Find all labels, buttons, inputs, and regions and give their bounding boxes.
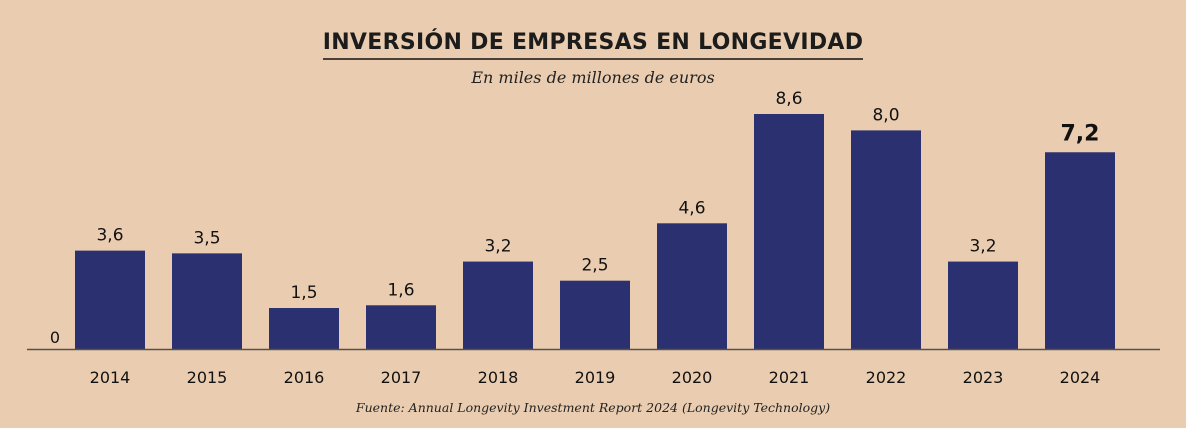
- baseline-zero-label: 0: [50, 328, 60, 347]
- x-tick-labels-group: 2014 2015 2016 2017 2018 2019 2020 2021 2022 2023…: [90, 368, 1101, 387]
- x-tick-label-2020: 2020: [672, 368, 713, 387]
- value-label-2021: 8,6: [775, 89, 802, 109]
- x-tick-label-2014: 2014: [90, 368, 131, 387]
- bar-2016: [269, 308, 339, 349]
- bars-group: [75, 114, 1115, 349]
- bar-2023: [948, 261, 1018, 349]
- bar-2019: [560, 280, 630, 349]
- value-label-2016: 1,5: [290, 283, 317, 303]
- x-tick-label-2023: 2023: [963, 368, 1004, 387]
- x-tick-label-2016: 2016: [284, 368, 325, 387]
- bar-2024: [1045, 152, 1115, 349]
- x-tick-label-2018: 2018: [478, 368, 519, 387]
- bar-2018: [463, 261, 533, 349]
- bar-2014: [75, 250, 145, 349]
- bar-2020: [657, 223, 727, 349]
- x-tick-label-2019: 2019: [575, 368, 616, 387]
- source-note: Fuente: Annual Longevity Investment Repo…: [355, 400, 831, 415]
- x-tick-label-2015: 2015: [187, 368, 228, 387]
- value-label-2024: 7,2: [1061, 121, 1100, 146]
- x-tick-label-2017: 2017: [381, 368, 422, 387]
- value-label-2023: 3,2: [969, 237, 996, 257]
- value-label-2020: 4,6: [678, 198, 705, 218]
- bar-2017: [366, 305, 436, 349]
- chart-title-text: INVERSIÓN DE EMPRESAS EN LONGEVIDAD: [322, 30, 864, 60]
- value-label-2015: 3,5: [193, 228, 220, 248]
- value-label-2017: 1,6: [387, 280, 414, 300]
- x-tick-label-2024: 2024: [1060, 368, 1101, 387]
- value-label-2019: 2,5: [581, 256, 608, 276]
- x-tick-label-2021: 2021: [769, 368, 810, 387]
- bar-2022: [851, 130, 921, 349]
- chart-title: INVERSIÓN DE EMPRESAS EN LONGEVIDAD: [0, 30, 1186, 60]
- value-label-2014: 3,6: [96, 226, 123, 246]
- value-label-2018: 3,2: [484, 237, 511, 257]
- bar-2021: [754, 114, 824, 349]
- x-tick-label-2022: 2022: [866, 368, 907, 387]
- chart-subtitle: En miles de millones de euros: [471, 68, 715, 87]
- value-label-2022: 8,0: [872, 105, 899, 125]
- bar-2015: [172, 253, 242, 349]
- value-labels-group: 3,6 3,5 1,5 1,6 3,2 2,5 4,6 8,6 8,0 3,2 7,2: [96, 89, 1099, 303]
